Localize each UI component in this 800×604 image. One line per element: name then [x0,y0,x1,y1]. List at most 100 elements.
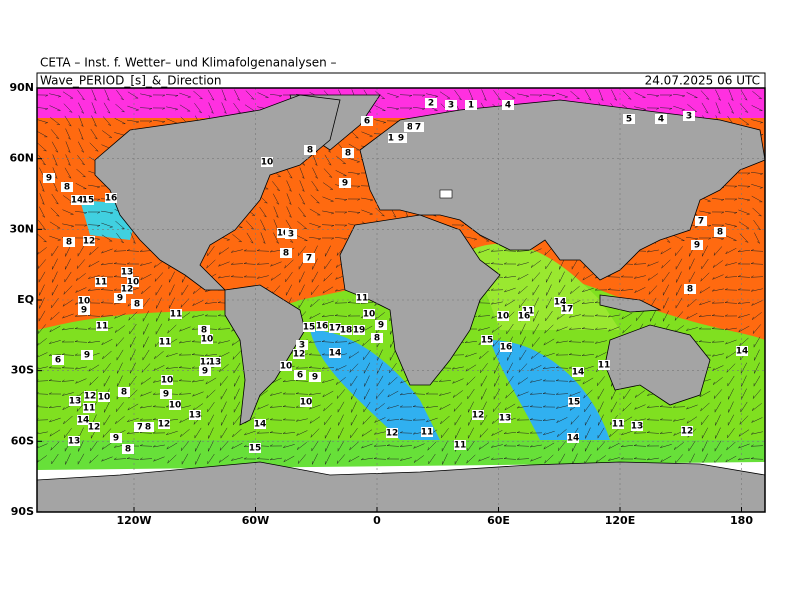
arrow [49,105,61,111]
arrow [49,221,61,229]
arrow [725,351,737,359]
arrow [64,115,72,127]
arrow [348,351,360,359]
arrow [348,157,360,163]
arrow [128,311,138,321]
arrow [139,249,153,252]
arrow [727,375,735,387]
y-tick-label: 30S [11,364,34,377]
period-label: 9 [398,134,404,144]
arrow [37,233,47,243]
period-label: 11 [388,134,401,144]
arrow [517,273,529,281]
arrow [48,392,62,395]
arrow [546,284,552,296]
arrow [296,430,308,436]
arrow [375,389,385,399]
arrow [323,272,333,282]
arrow [738,117,750,125]
arrow [711,327,725,330]
arrow [673,105,685,111]
arrow [727,428,735,438]
arrow [675,258,683,270]
period-label-box [277,228,289,238]
period-label-box [121,284,133,294]
arrow [374,119,386,124]
period-label-box [52,355,64,365]
arrow [37,259,47,269]
period-label-box [472,410,484,420]
period-label: 15 [481,336,494,346]
arrow [516,405,529,409]
period-label: 10 [261,158,274,168]
arrow [581,314,595,317]
arrow [557,428,567,438]
arrow [519,336,526,348]
arrow [633,444,647,447]
arrow [531,272,541,282]
arrow [155,284,163,296]
arrow [51,141,59,153]
period-label-box [249,443,261,453]
period-label-box [353,325,365,335]
arrow [478,248,490,254]
arrow [481,388,487,400]
arrow [737,249,750,253]
arrow [634,390,645,398]
arrow [76,168,86,178]
arrow [324,427,332,439]
arrow [243,457,257,460]
arrow [478,442,490,450]
arrow [490,288,504,291]
arrow [688,271,696,283]
arrow [503,457,517,460]
arrow [714,440,722,452]
arrow [750,431,763,435]
period-label-box [300,397,312,407]
arrow [377,349,383,361]
arrow [61,327,74,331]
arrow [480,363,488,373]
period-label: 11 [159,338,172,348]
arrow [62,209,74,215]
arrow [39,284,45,296]
arrow [113,262,127,265]
arrow [503,262,517,265]
arrow [503,444,517,447]
period-label: 3 [686,112,692,122]
period-label-box [612,419,624,429]
arrow [725,262,737,266]
period-label-box [95,277,107,287]
arrow [364,375,370,387]
arrow [220,388,228,400]
arrow [711,340,725,343]
arrow [347,314,361,317]
arrow [101,442,113,450]
arrow [166,430,178,436]
arrow [155,297,162,309]
arrow [312,167,318,179]
arrow [140,93,152,98]
period-label-box [502,100,514,110]
period-label-box [454,440,466,450]
arrow [297,442,307,450]
arrow [74,224,88,227]
arrow [269,405,283,408]
arrow [62,313,74,319]
arrow [596,441,606,451]
period-label-box [82,195,94,205]
arrow [116,402,124,412]
period-label: 15 [303,323,316,333]
arrow [166,442,178,450]
arrow [178,353,192,356]
arrow [142,336,149,348]
arrow [220,427,228,439]
arrow [221,102,227,114]
arrow [516,457,530,460]
arrow [686,416,698,424]
land [604,324,711,406]
arrow [570,415,580,425]
arrow [191,379,204,383]
arrow [338,414,344,426]
arrow [65,245,71,257]
